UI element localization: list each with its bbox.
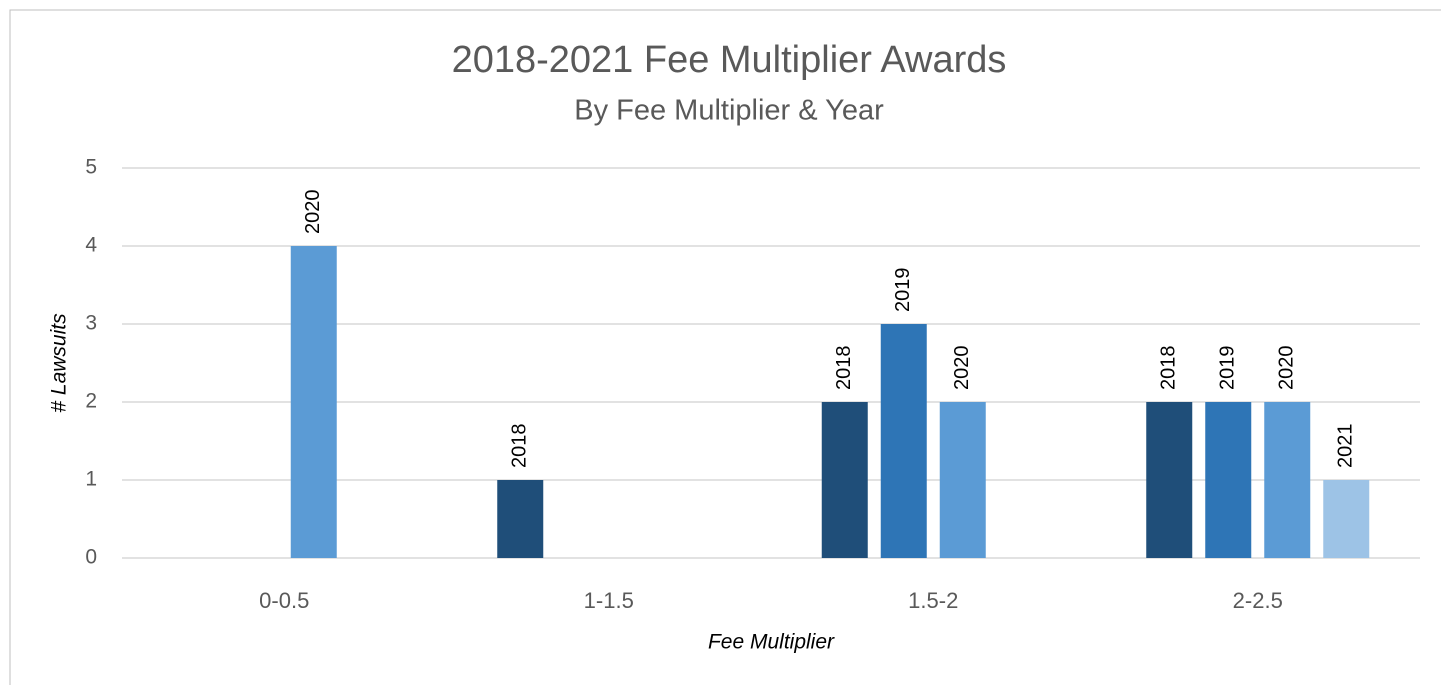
- y-tick-label: 5: [85, 156, 97, 179]
- data-label: 2018: [1158, 346, 1180, 391]
- chart-frame: [9, 9, 1441, 685]
- chart-title: 2018-2021 Fee Multiplier Awards: [452, 39, 1007, 81]
- data-label: 2020: [951, 346, 973, 391]
- bar: [821, 402, 868, 558]
- chart-subtitle: By Fee Multiplier & Year: [574, 95, 884, 127]
- y-tick-label: 4: [85, 234, 97, 257]
- data-label: 2021: [1335, 424, 1357, 469]
- y-tick-label: 2: [85, 390, 97, 413]
- x-tick-label: 0-0.5: [259, 588, 309, 613]
- bar: [497, 480, 544, 558]
- bar: [290, 246, 337, 558]
- bar: [1323, 480, 1370, 558]
- data-label: 2019: [892, 268, 914, 313]
- bar: [1264, 402, 1311, 558]
- y-tick-label: 1: [85, 468, 97, 491]
- bar: [1146, 402, 1193, 558]
- x-axis-label: Fee Multiplier: [708, 631, 835, 654]
- bar: [880, 324, 927, 558]
- data-label: 2020: [302, 190, 324, 235]
- data-label: 2019: [1217, 346, 1239, 391]
- data-label: 2018: [509, 424, 531, 469]
- y-tick-label: 0: [85, 546, 97, 569]
- y-axis-label: # Lawsuits: [48, 313, 71, 413]
- x-tick-label: 1-1.5: [584, 588, 634, 613]
- data-label: 2018: [833, 346, 855, 391]
- bar: [1205, 402, 1252, 558]
- data-label: 2020: [1276, 346, 1298, 391]
- x-tick-label: 2-2.5: [1233, 588, 1283, 613]
- y-tick-label: 3: [85, 312, 97, 335]
- x-tick-label: 1.5-2: [908, 588, 958, 613]
- bar: [939, 402, 986, 558]
